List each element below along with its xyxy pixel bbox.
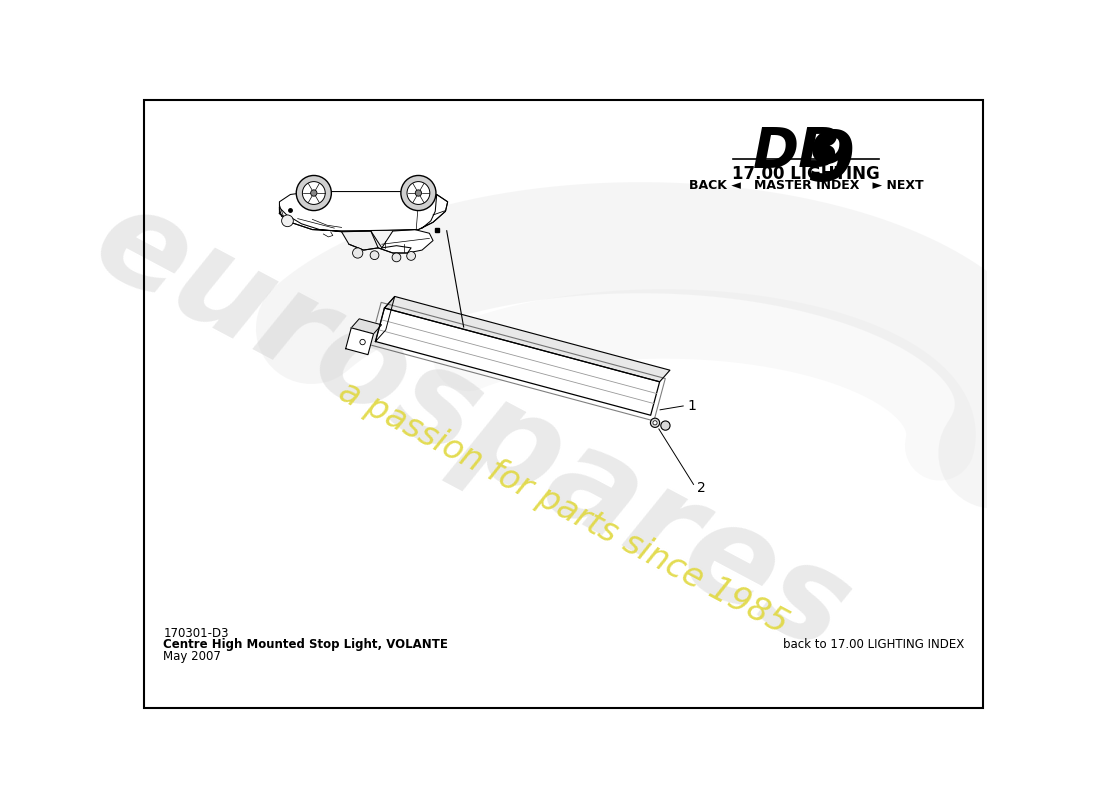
Polygon shape xyxy=(279,208,378,250)
Text: DB: DB xyxy=(752,126,840,179)
Polygon shape xyxy=(345,328,374,354)
Circle shape xyxy=(407,251,416,260)
Polygon shape xyxy=(378,230,433,253)
Circle shape xyxy=(302,182,326,205)
Polygon shape xyxy=(323,232,333,237)
Text: back to 17.00 LIGHTING INDEX: back to 17.00 LIGHTING INDEX xyxy=(783,638,964,651)
Circle shape xyxy=(407,182,430,205)
Circle shape xyxy=(653,421,657,425)
Circle shape xyxy=(370,251,378,259)
Circle shape xyxy=(416,190,421,196)
Text: May 2007: May 2007 xyxy=(163,650,221,663)
Text: 1: 1 xyxy=(688,399,696,413)
Text: Centre High Mounted Stop Light, VOLANTE: Centre High Mounted Stop Light, VOLANTE xyxy=(163,638,448,651)
Text: eurospares: eurospares xyxy=(73,175,870,679)
Circle shape xyxy=(353,248,363,258)
Circle shape xyxy=(400,175,436,210)
Text: 9: 9 xyxy=(806,128,855,195)
Text: a passion for parts since 1985: a passion for parts since 1985 xyxy=(333,375,794,641)
Circle shape xyxy=(650,418,660,427)
Polygon shape xyxy=(342,231,411,253)
Polygon shape xyxy=(375,297,395,342)
Circle shape xyxy=(310,190,317,196)
Circle shape xyxy=(661,421,670,430)
Polygon shape xyxy=(375,308,660,415)
Polygon shape xyxy=(418,194,448,230)
Circle shape xyxy=(392,253,400,262)
Circle shape xyxy=(282,215,294,226)
Circle shape xyxy=(296,175,331,210)
Polygon shape xyxy=(351,319,382,334)
Text: 2: 2 xyxy=(697,482,706,495)
Polygon shape xyxy=(279,191,448,231)
Text: BACK ◄   MASTER INDEX   ► NEXT: BACK ◄ MASTER INDEX ► NEXT xyxy=(689,179,924,192)
Text: 17.00 LIGHTING: 17.00 LIGHTING xyxy=(733,166,880,183)
Text: 170301-D3: 170301-D3 xyxy=(163,627,229,640)
Polygon shape xyxy=(384,297,670,382)
